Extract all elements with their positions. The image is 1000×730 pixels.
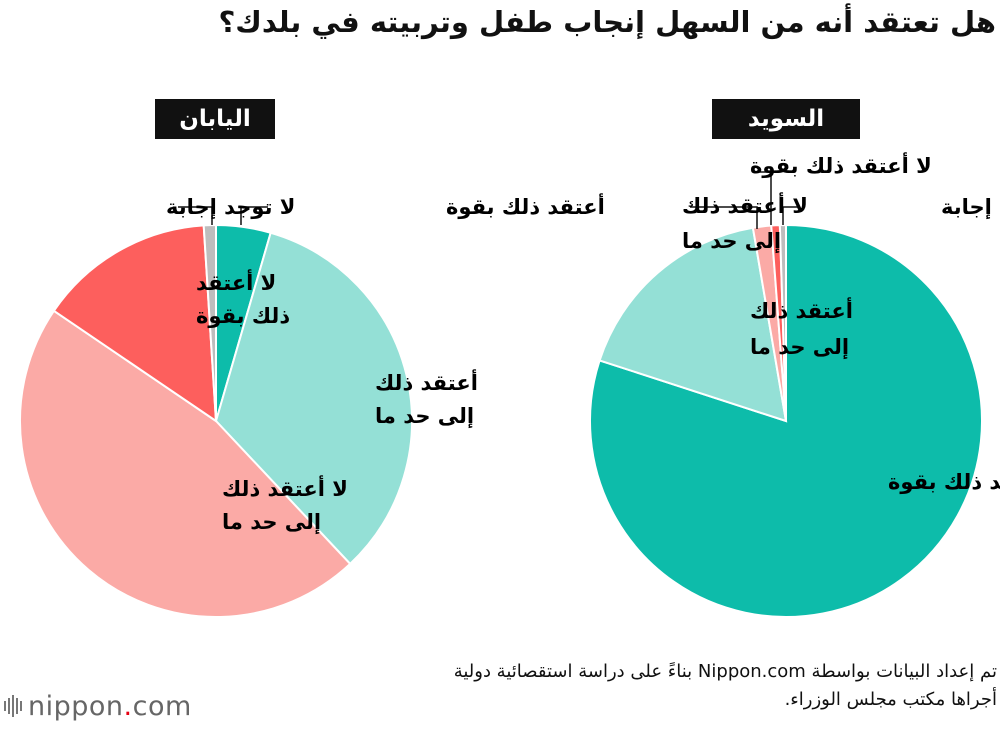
sweden-label-strong-yes: أعتقد ذلك بقوة: [888, 467, 1000, 494]
sweden-label-somewhat-yes-line2: إلى حد ما: [750, 335, 849, 359]
sweden-label-somewhat-no-line1: لا أعتقد ذلك: [682, 191, 808, 218]
sweden-slice-no-answer: [778, 223, 787, 422]
sweden-label-strong-no: لا أعتقد ذلك بقوة: [750, 151, 932, 178]
japan-label-no-answer: لا توجد إجابة: [166, 195, 295, 219]
sweden-pie: [589, 223, 983, 618]
japan-label-somewhat-no-line2: إلى حد ما: [222, 510, 321, 534]
japan-slice-strong-no: [52, 224, 218, 423]
japan-badge: اليابان: [155, 99, 275, 139]
japan-label-somewhat-yes-line1: أعتقد ذلك: [375, 368, 478, 395]
japan-label-strong-yes: أعتقد ذلك بقوة: [446, 192, 605, 219]
slice-labels: أعتقد ذلك بقوة لا توجد إجابة أعتقد ذلك إ…: [166, 151, 1000, 534]
source-line-2: أجراها مكتب مجلس الوزراء.: [784, 689, 997, 710]
logo-bars-icon: [4, 694, 22, 718]
sweden-leader-no-answer: [782, 206, 800, 225]
sweden-label-no-answer: لا توجد إجابة: [941, 195, 1000, 219]
japan-label-somewhat-no-line1: لا أعتقد ذلك: [222, 474, 348, 501]
japan-label-strong-no-line2: ذلك بقوة: [196, 304, 290, 328]
japan-label-strong-no-line1: لا أعتقد: [196, 268, 276, 295]
sweden-slice-somewhat-yes: [598, 226, 788, 423]
sweden-badge: السويد: [712, 99, 860, 139]
sweden-label-somewhat-no-line2: إلى حد ما: [682, 229, 781, 253]
japan-slice-somewhat-no: [19, 309, 352, 619]
chart-title: هل تعتقد أنه من السهل إنجاب طفل وتربيته …: [218, 5, 996, 39]
japan-label-somewhat-yes-line2: إلى حد ما: [375, 404, 474, 428]
source-line-1: تم إعداد البيانات بواسطة Nippon.com بناء…: [453, 661, 997, 682]
logo-wordmark: nippon.com: [28, 690, 192, 722]
sweden-label-somewhat-yes-line1: أعتقد ذلك: [750, 296, 853, 323]
japan-slice-somewhat-yes: [214, 231, 414, 566]
japan-pie: [19, 223, 414, 619]
sweden-leader-somewhat-no: [690, 206, 758, 229]
japan-leader-strong-yes: [240, 206, 268, 225]
source-note: تم إعداد البيانات بواسطة Nippon.com بناء…: [237, 658, 997, 714]
leader-lines: [178, 171, 800, 229]
sweden-leader-strong-no: [758, 171, 772, 225]
japan-slice-no-answer: [202, 223, 217, 422]
japan-leader-no-answer: [178, 206, 213, 225]
nippon-logo: nippon.com: [4, 688, 192, 724]
